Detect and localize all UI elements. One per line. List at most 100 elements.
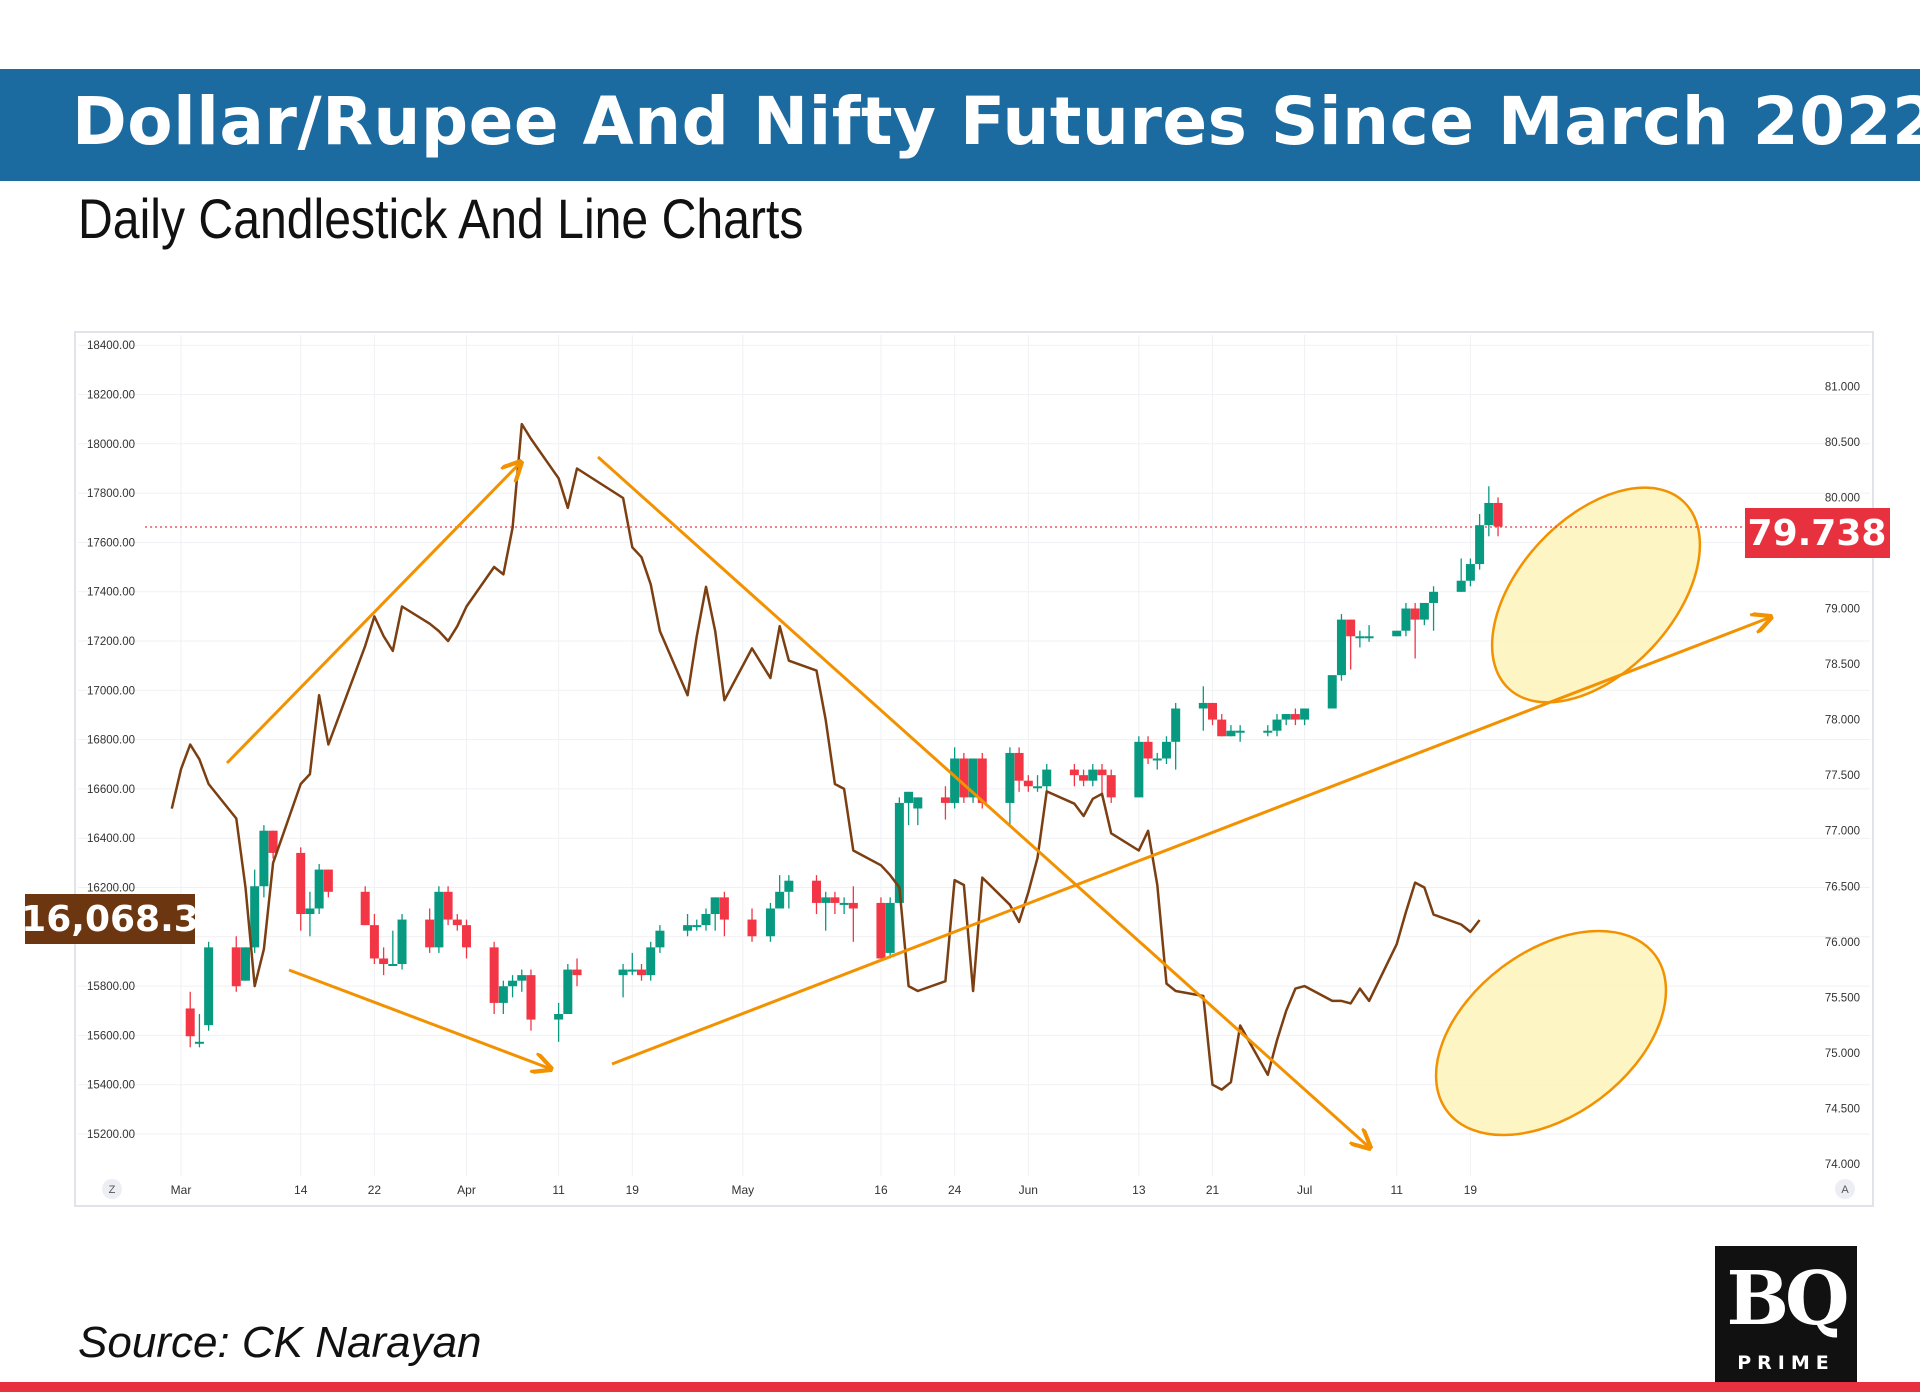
candle-down bbox=[1493, 497, 1503, 537]
corner-badge-left[interactable]: Z bbox=[102, 1179, 122, 1199]
candle-up bbox=[1336, 614, 1346, 681]
candle-down bbox=[1208, 702, 1218, 726]
candle-down bbox=[360, 886, 370, 926]
candle-up bbox=[894, 797, 904, 903]
candle-up bbox=[1475, 514, 1485, 570]
x-axis-tick-label: Jun bbox=[1019, 1183, 1038, 1197]
candle-up bbox=[1272, 714, 1282, 737]
x-axis-tick-label: 19 bbox=[626, 1183, 640, 1197]
candle-up bbox=[1226, 725, 1236, 737]
candle-up bbox=[1088, 764, 1098, 787]
left-axis-tick-label: 16600.00 bbox=[87, 784, 135, 796]
bottom-accent-rule bbox=[0, 1382, 1920, 1392]
candle-up bbox=[498, 980, 508, 1015]
left-axis-tick-label: 17600.00 bbox=[87, 537, 135, 549]
left-axis-tick-label: 17200.00 bbox=[87, 636, 135, 648]
left-axis-tick-label: 17800.00 bbox=[87, 488, 135, 500]
candle-down bbox=[572, 958, 582, 987]
trend-arrow-rising bbox=[611, 617, 1771, 1066]
left-axis-tick-label: 15200.00 bbox=[87, 1129, 135, 1141]
x-axis-tick-label: 14 bbox=[294, 1183, 308, 1197]
corner-badge-right[interactable]: A bbox=[1835, 1179, 1855, 1199]
candle-down bbox=[1410, 602, 1420, 659]
left-axis-tick-label: 15400.00 bbox=[87, 1080, 135, 1092]
title-banner: Dollar/Rupee And Nifty Futures Since Mar… bbox=[0, 69, 1920, 181]
left-axis-tick-label: 17400.00 bbox=[87, 587, 135, 599]
usdinr-last-label: 79.738 bbox=[1748, 513, 1887, 554]
candle-up bbox=[1484, 486, 1494, 537]
right-axis: 74.000 74.500 75.000 75.500 76.000 76.500 77.0… bbox=[1825, 381, 1860, 1171]
trend-arrow-march-down bbox=[288, 968, 551, 1069]
candle-up bbox=[194, 1014, 204, 1048]
candle-up bbox=[1198, 686, 1208, 731]
candle-down bbox=[876, 897, 886, 959]
trend-arrow-march-up bbox=[225, 462, 521, 765]
x-axis-tick-label: 11 bbox=[1390, 1183, 1403, 1197]
candle-down bbox=[1097, 764, 1107, 798]
x-axis-tick-label: 19 bbox=[1464, 1183, 1478, 1197]
candle-up bbox=[1005, 747, 1015, 826]
candle-down bbox=[1106, 769, 1116, 803]
left-axis-tick-label: 16400.00 bbox=[87, 833, 135, 845]
candle-down bbox=[1217, 714, 1227, 737]
candle-down bbox=[425, 908, 435, 953]
candle-up bbox=[692, 919, 702, 931]
x-axis-tick-label: 22 bbox=[368, 1183, 382, 1197]
candle-up bbox=[1281, 714, 1291, 726]
right-axis-tick-label: 80.500 bbox=[1825, 437, 1860, 449]
left-axis-tick-label: 18400.00 bbox=[87, 340, 135, 352]
candle-up bbox=[1429, 586, 1439, 631]
candle-up bbox=[397, 914, 407, 970]
candle-up bbox=[1171, 702, 1181, 770]
candle-up bbox=[314, 864, 324, 915]
candle-up bbox=[784, 875, 794, 909]
right-axis-tick-label: 78.500 bbox=[1825, 659, 1860, 671]
corner-label-left: Z bbox=[109, 1184, 116, 1196]
x-axis-tick-label: Mar bbox=[171, 1183, 192, 1197]
candle-up bbox=[913, 797, 923, 826]
bq-prime-logo: BQ PRIME bbox=[1715, 1246, 1857, 1392]
candle-up bbox=[1152, 752, 1162, 770]
candle-down bbox=[526, 969, 536, 1031]
right-axis-tick-label: 77.500 bbox=[1825, 770, 1860, 782]
trend-arrows bbox=[225, 455, 1771, 1148]
left-axis-tick-label: 18200.00 bbox=[87, 390, 135, 402]
right-axis-tick-label: 80.000 bbox=[1825, 492, 1860, 504]
candle-up bbox=[1364, 625, 1374, 642]
candle-up bbox=[1465, 558, 1475, 587]
candle-up bbox=[968, 758, 978, 803]
candle-up bbox=[554, 1002, 564, 1042]
x-axis-tick-label: 13 bbox=[1132, 1183, 1146, 1197]
left-axis-tick-label: 15600.00 bbox=[87, 1030, 135, 1042]
candle-down bbox=[1143, 736, 1153, 765]
candle-down bbox=[296, 847, 306, 931]
usdinr-candles bbox=[185, 486, 1503, 1048]
right-axis-tick-label: 81.000 bbox=[1825, 381, 1860, 393]
candle-down bbox=[452, 914, 462, 931]
candle-down bbox=[462, 919, 472, 959]
usdinr-highlight-ellipse bbox=[1490, 486, 1702, 704]
candle-down bbox=[369, 914, 379, 965]
candle-up bbox=[508, 975, 518, 998]
candle-up bbox=[904, 791, 914, 826]
candle-up bbox=[204, 941, 214, 1031]
candle-down bbox=[323, 869, 333, 898]
candle-down bbox=[747, 908, 757, 942]
candle-up bbox=[305, 891, 315, 937]
candle-up bbox=[1235, 725, 1245, 742]
right-axis-tick-label: 76.000 bbox=[1825, 937, 1860, 949]
candle-up bbox=[1161, 736, 1171, 765]
candle-up bbox=[1355, 630, 1365, 648]
right-axis-tick-label: 75.500 bbox=[1825, 992, 1860, 1004]
candle-down bbox=[959, 752, 969, 803]
candle-up bbox=[1263, 725, 1273, 737]
candle-up bbox=[1392, 630, 1402, 637]
candle-down bbox=[1014, 747, 1024, 792]
candle-down bbox=[1023, 775, 1033, 792]
candle-down bbox=[379, 947, 389, 976]
candle-down bbox=[489, 941, 499, 1015]
candle-up bbox=[627, 952, 637, 976]
right-axis-tick-label: 77.000 bbox=[1825, 826, 1860, 838]
candle-up bbox=[517, 969, 527, 992]
